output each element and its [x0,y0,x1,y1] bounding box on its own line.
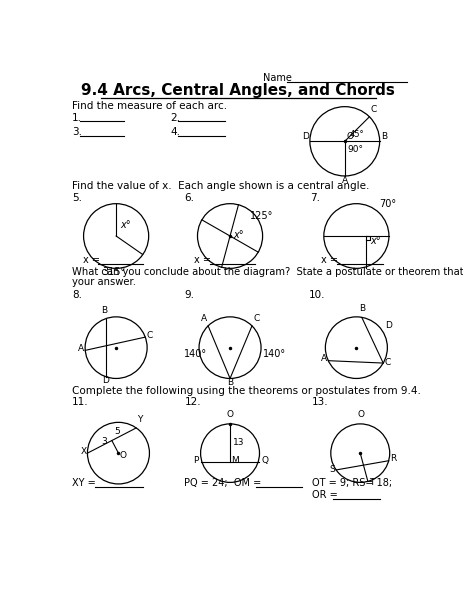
Text: B: B [226,377,232,386]
Text: 3.: 3. [72,127,82,137]
Text: B: B [358,304,364,313]
Text: x =: x = [82,255,103,265]
Text: A: A [341,176,347,185]
Text: O: O [225,410,233,419]
Text: 8.: 8. [72,290,82,299]
Text: 11.: 11. [72,397,88,407]
Text: Y: Y [137,415,142,424]
Text: 9.: 9. [184,290,194,299]
Text: D: D [301,132,308,141]
Text: A: A [320,355,326,364]
Text: PQ = 24;  OM =: PQ = 24; OM = [184,478,264,488]
Text: Q: Q [261,456,268,465]
Text: 5: 5 [114,427,119,436]
Text: 7.: 7. [309,193,319,203]
Text: 4.: 4. [170,127,180,137]
Text: 12.: 12. [184,397,200,407]
Text: x°: x° [232,230,243,239]
Text: O: O [357,410,363,419]
Text: B: B [100,305,107,314]
Text: your answer.: your answer. [72,277,136,287]
Text: D: D [384,320,391,329]
Text: 45°: 45° [349,130,363,139]
Text: x =: x = [321,255,341,265]
Text: 13.: 13. [312,397,328,407]
Text: 9.4 Arcs, Central Angles, and Chords: 9.4 Arcs, Central Angles, and Chords [81,83,394,98]
Text: M: M [231,456,239,465]
Text: S: S [328,465,334,474]
Text: x°: x° [369,236,380,246]
Text: D: D [102,376,109,385]
Text: 10.: 10. [307,290,324,299]
Text: 6.: 6. [184,193,194,203]
Text: OR =: OR = [312,490,340,500]
Text: 70°: 70° [379,199,396,209]
Text: A: A [201,314,207,323]
Text: T: T [369,478,374,487]
Text: 140°: 140° [262,349,285,359]
Text: Name: Name [263,73,292,83]
Text: XY =: XY = [72,478,99,488]
Text: What can you conclude about the diagram?  State a postulate or theorem that just: What can you conclude about the diagram?… [72,267,463,277]
Text: P: P [193,456,199,465]
Text: A: A [77,344,83,353]
Text: 315°: 315° [102,267,125,277]
Text: O: O [345,132,352,141]
Text: 3: 3 [101,437,107,446]
Text: C: C [253,314,259,323]
Text: Complete the following using the theorems or postulates from 9.4.: Complete the following using the theorem… [72,386,420,396]
Text: C: C [369,105,375,114]
Text: Find the value of x.  Each angle shown is a central angle.: Find the value of x. Each angle shown is… [72,181,369,191]
Text: O: O [120,451,127,460]
Text: x =: x = [193,255,213,265]
Text: 90°: 90° [347,145,363,154]
Text: 2.: 2. [170,113,180,122]
Text: 140°: 140° [183,349,206,359]
Text: OT = 9; RS= 18;: OT = 9; RS= 18; [312,478,392,488]
Text: 1.: 1. [72,113,82,122]
Text: R: R [389,454,396,463]
Text: B: B [380,132,387,141]
Text: Find the measure of each arc.: Find the measure of each arc. [72,101,226,111]
Text: x°: x° [120,220,131,230]
Text: 5.: 5. [72,193,82,203]
Text: 125°: 125° [250,211,273,221]
Text: C: C [146,331,153,340]
Text: X: X [80,447,87,456]
Text: C: C [384,358,390,367]
Text: 13: 13 [232,437,244,446]
